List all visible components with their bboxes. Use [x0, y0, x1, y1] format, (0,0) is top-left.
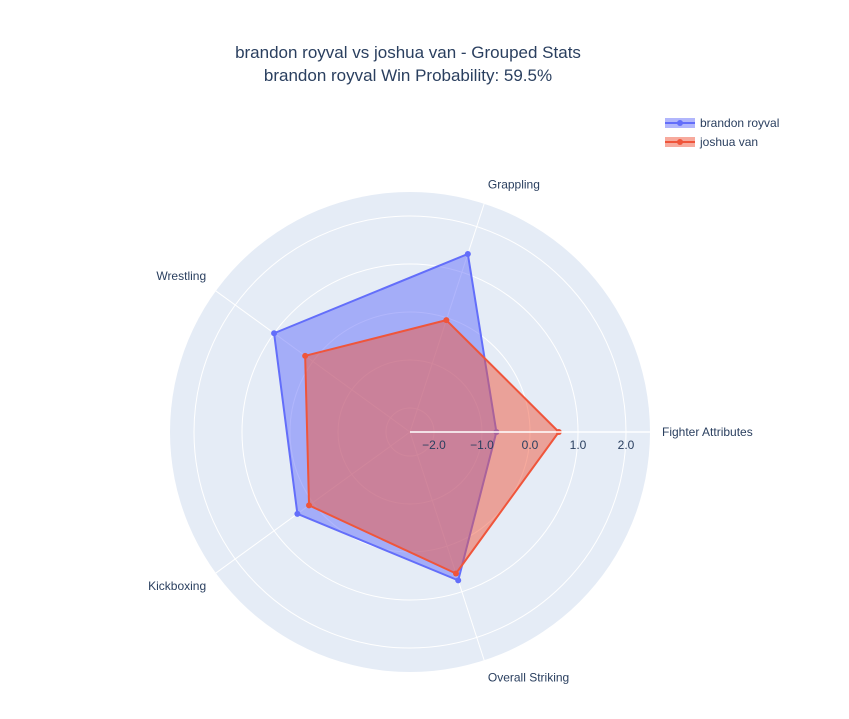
- angular-label-wrestling: Wrestling: [156, 269, 206, 283]
- radial-axis: −2.0 −1.0 0.0 1.0 2.0: [410, 431, 650, 452]
- legend-label: brandon royval: [700, 116, 779, 130]
- legend[interactable]: brandon royval joshua van: [665, 116, 779, 149]
- legend-label: joshua van: [699, 135, 758, 149]
- data-point-brandon-royval-kickboxing[interactable]: [294, 510, 301, 517]
- series-area-joshua-van[interactable]: [304, 319, 560, 575]
- angular-label-grappling: Grappling: [488, 177, 540, 191]
- data-point-brandon-royval-grappling[interactable]: [464, 250, 471, 257]
- data-point-joshua-van-kickboxing[interactable]: [306, 502, 313, 509]
- legend-marker: [677, 120, 683, 126]
- chart-subtitle: brandon royval Win Probability: 59.5%: [264, 66, 552, 85]
- angular-label-kickboxing: Kickboxing: [148, 579, 206, 593]
- legend-marker: [677, 139, 683, 145]
- data-point-brandon-royval-wrestling[interactable]: [271, 330, 278, 337]
- data-point-joshua-van-grappling[interactable]: [443, 317, 450, 324]
- data-point-brandon-royval-overall-striking[interactable]: [455, 577, 462, 584]
- angular-axis-labels: Fighter Attributes Overall Striking Kickbo…: [148, 177, 753, 684]
- angular-label-fighter-attributes: Fighter Attributes: [662, 425, 753, 439]
- chart-title: brandon royval vs joshua van - Grouped S…: [235, 43, 581, 62]
- radial-tick-label: 2.0: [618, 438, 635, 452]
- series-layer: [271, 250, 562, 584]
- radial-tick-label: −1.0: [470, 438, 494, 452]
- legend-item-joshua-van[interactable]: joshua van: [665, 135, 758, 149]
- radial-tick-label: 1.0: [570, 438, 587, 452]
- data-point-joshua-van-overall-striking[interactable]: [452, 570, 459, 577]
- angular-label-overall-striking: Overall Striking: [488, 671, 569, 685]
- data-point-joshua-van-wrestling[interactable]: [302, 352, 309, 359]
- legend-item-brandon-royval[interactable]: brandon royval: [665, 116, 779, 130]
- radial-tick-label: 0.0: [522, 438, 539, 452]
- radial-tick-label: −2.0: [422, 438, 446, 452]
